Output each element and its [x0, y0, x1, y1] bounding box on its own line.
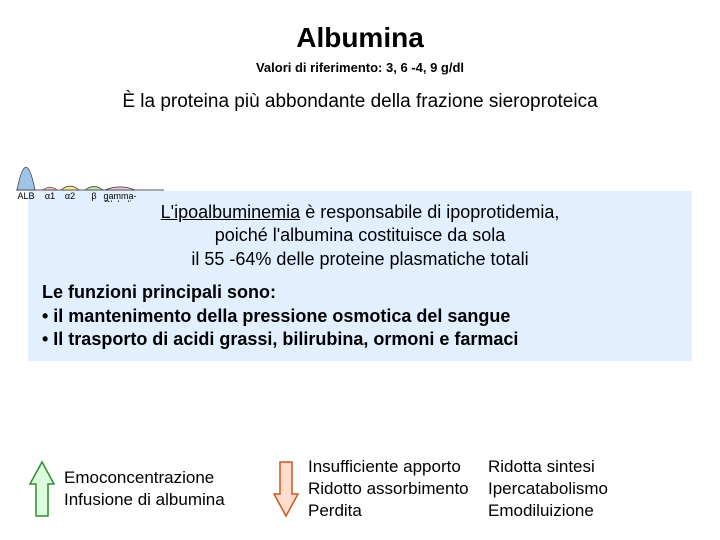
cause-insuff: Insufficiente apporto [308, 456, 488, 478]
svg-text:α1: α1 [45, 191, 55, 201]
function-bullet-2: • Il trasporto di acidi grassi, bilirubi… [42, 328, 678, 351]
info-box: L'ipoalbuminemia è responsabile di ipopr… [28, 191, 692, 361]
svg-text:Globulin: Globulin [103, 199, 136, 202]
hypo-term: L'ipoalbuminemia [161, 202, 301, 222]
cause-ridotta-sint: Ridotta sintesi [488, 456, 648, 478]
arrow-up-icon [28, 460, 56, 518]
functions-block: Le funzioni principali sono: • il manten… [42, 281, 678, 351]
cause-perdita: Perdita [308, 500, 488, 522]
svg-text:β: β [91, 191, 96, 201]
svg-text:α2: α2 [65, 191, 75, 201]
hypo-line2: poiché l'albumina costituisce da sola [215, 225, 506, 245]
electrophoresis-chart: ALBα1α2βgamma-Globulin [14, 148, 174, 202]
hypo-line3: il 55 -64% delle proteine plasmatiche to… [191, 249, 528, 269]
intro-text: È la proteina più abbondante della frazi… [0, 91, 720, 113]
decrease-causes-1: Insufficiente apporto Ridotto assorbimen… [308, 456, 488, 522]
functions-title: Le funzioni principali sono: [42, 281, 678, 304]
cause-ipercat: Ipercatabolismo [488, 478, 648, 500]
bottom-row: Emoconcentrazione Infusione di albumina … [0, 456, 720, 522]
arrow-down-icon [272, 460, 300, 518]
cause-infusion: Infusione di albumina [64, 489, 264, 511]
hypo-rest: è responsabile di ipoprotidemia, [300, 202, 559, 222]
cause-emoconc: Emoconcentrazione [64, 467, 264, 489]
increase-causes: Emoconcentrazione Infusione di albumina [64, 467, 264, 511]
svg-text:ALB: ALB [17, 191, 34, 201]
decrease-causes-2: Ridotta sintesi Ipercatabolismo Emodilui… [488, 456, 648, 522]
hypoalbuminemia-text: L'ipoalbuminemia è responsabile di ipopr… [42, 201, 678, 271]
reference-values: Valori di riferimento: 3, 6 -4, 9 g/dl [0, 60, 720, 75]
function-bullet-1: • il mantenimento della pressione osmoti… [42, 305, 678, 328]
cause-emodil: Emodiluizione [488, 500, 648, 522]
cause-ridotto-abs: Ridotto assorbimento [308, 478, 488, 500]
page-title: Albumina [0, 0, 720, 54]
